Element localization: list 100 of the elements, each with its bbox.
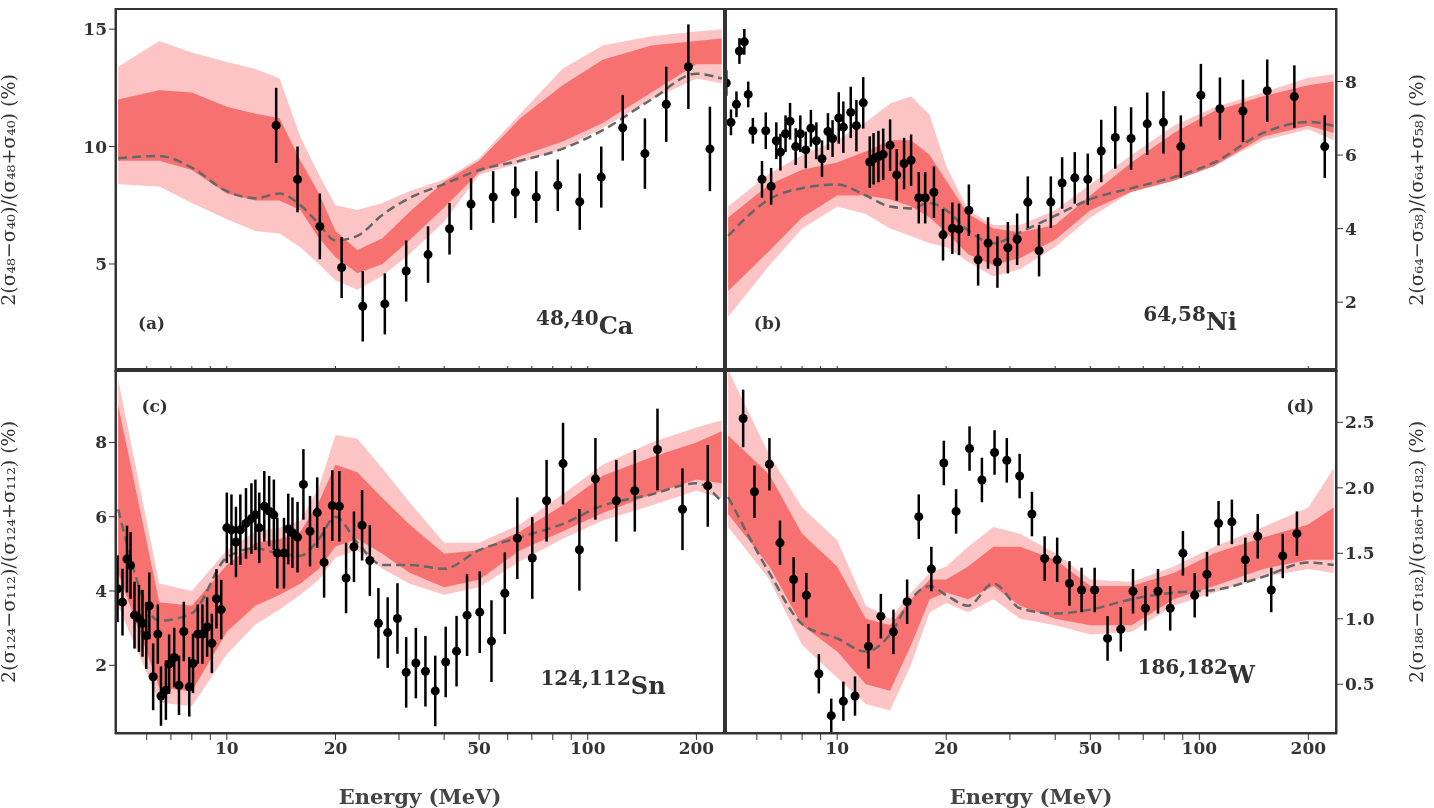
y2-tick-label: 8 [1345, 71, 1357, 92]
point [1178, 548, 1188, 558]
point [888, 627, 898, 637]
x-tick-label: 100 [570, 738, 606, 759]
point [293, 174, 303, 184]
x-axis-title: Energy (MeV) [338, 784, 502, 808]
point [531, 192, 541, 202]
point [1266, 585, 1276, 595]
point [1253, 531, 1263, 541]
point [1140, 603, 1150, 613]
point [1077, 585, 1087, 595]
point [977, 475, 987, 485]
point [358, 301, 368, 311]
y2-tick-label: 1.0 [1345, 608, 1375, 629]
annotation: (a) [138, 312, 166, 333]
point [1190, 590, 1200, 600]
point [1002, 455, 1012, 465]
point [683, 62, 693, 72]
point [1040, 554, 1050, 564]
point [789, 574, 799, 584]
point [990, 447, 1000, 457]
point [445, 224, 455, 234]
x-tick-label: 100 [1181, 738, 1218, 759]
point [1103, 633, 1113, 643]
point [510, 187, 520, 197]
point [466, 199, 476, 209]
point [951, 506, 961, 516]
y2-tick-label: 1.5 [1345, 543, 1375, 564]
point [775, 538, 785, 548]
y-tick-label: 8 [95, 432, 107, 453]
point [705, 144, 715, 154]
point [596, 172, 606, 182]
y-tick-label: 2 [95, 655, 107, 676]
y2-tick-label: 4 [1345, 218, 1357, 239]
x-tick-label: 50 [1078, 738, 1103, 759]
point [738, 413, 748, 423]
point [1292, 529, 1302, 539]
x-tick-label: 200 [1290, 738, 1327, 759]
point [965, 444, 975, 454]
y2-tick-label: 0.5 [1345, 674, 1375, 695]
y2-axis-title: 2(σ₁₈₆−σ₁₈₂)/(σ₁₈₆+σ₁₈₂) (%) [1404, 420, 1427, 684]
point [1153, 586, 1163, 596]
annotation: $^{48,40}$Ca [536, 305, 634, 340]
x-tick-label: 20 [323, 738, 348, 759]
point [863, 641, 873, 651]
annotation: (d) [1286, 396, 1315, 417]
point [1064, 578, 1074, 588]
point [814, 669, 824, 679]
point [749, 487, 759, 497]
annotation: (c) [141, 396, 168, 417]
point [850, 691, 860, 701]
point [1202, 569, 1212, 579]
point [661, 99, 671, 109]
annotation: (b) [753, 312, 782, 333]
x-tick-label: 20 [934, 738, 959, 759]
y2-tick-label: 2 [1345, 292, 1357, 313]
x-tick-label: 50 [467, 738, 492, 759]
point [401, 266, 411, 276]
point [1240, 555, 1250, 565]
point [1015, 471, 1025, 481]
annotation: $^{186,182}$W [1137, 655, 1255, 690]
point [271, 120, 281, 130]
point [488, 192, 498, 202]
point [1090, 585, 1100, 595]
annotation: $^{64,58}$Ni [1143, 302, 1237, 337]
x-tick-label: 10 [825, 738, 850, 759]
point [618, 123, 628, 133]
point [380, 299, 390, 309]
point [1128, 586, 1138, 596]
point [914, 512, 924, 522]
y2-tick-label: 2.5 [1345, 412, 1375, 433]
point [939, 458, 949, 468]
point [315, 221, 325, 231]
point [640, 149, 650, 159]
x-tick-label: 200 [678, 738, 715, 759]
y2-axis-title: 2(σ₆₄−σ₅₈)/(σ₆₄+σ₅₈) (%) [1404, 74, 1427, 306]
y2-tick-label: 2.0 [1345, 477, 1375, 498]
point [1278, 551, 1288, 561]
point [826, 711, 836, 721]
y-tick-label: 15 [83, 19, 107, 40]
point [575, 197, 585, 207]
point [337, 262, 347, 272]
point [764, 459, 774, 469]
y-tick-label: 5 [95, 254, 107, 275]
x-tick-label: 10 [214, 738, 239, 759]
point [423, 250, 433, 260]
y-axis-title: 2(σ₄₈−σ₄₀)/(σ₄₈+σ₄₀) (%) [0, 74, 19, 306]
y-tick-label: 6 [95, 506, 107, 527]
point [1214, 518, 1224, 528]
point [801, 590, 811, 600]
annotation: $^{124,112}$Sn [540, 666, 666, 701]
y2-tick-label: 6 [1345, 145, 1357, 166]
point [902, 597, 912, 607]
point [1165, 603, 1175, 613]
point [876, 611, 886, 621]
point [926, 564, 936, 574]
point [1116, 624, 1126, 634]
y-tick-label: 4 [95, 581, 108, 602]
point [1227, 517, 1237, 527]
point [1027, 509, 1037, 519]
